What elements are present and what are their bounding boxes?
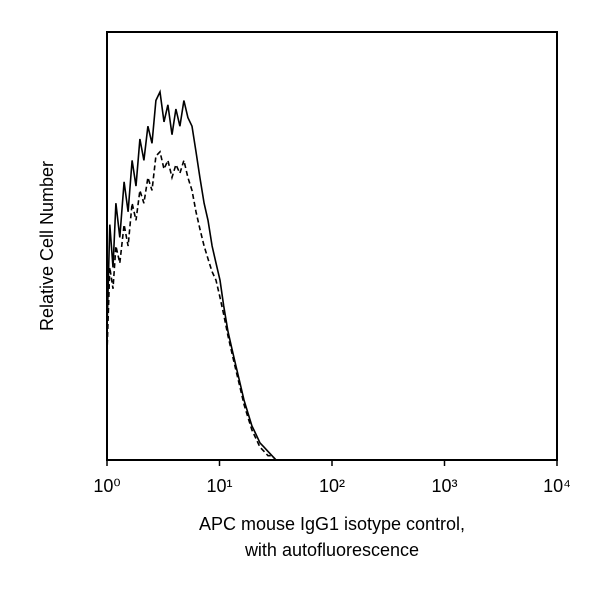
x-tick-label: 10¹ (206, 476, 232, 496)
histogram-line (106, 150, 277, 461)
x-axis-label: with autofluorescence (244, 540, 419, 560)
x-tick-label: 10² (319, 476, 345, 496)
x-tick-label: 10⁰ (93, 476, 120, 496)
histogram-line (106, 89, 277, 461)
x-tick-label: 10³ (431, 476, 457, 496)
x-tick-label: 10⁴ (543, 476, 571, 496)
y-axis-label: Relative Cell Number (37, 161, 57, 331)
plot-frame (106, 31, 558, 461)
x-axis-label: APC mouse IgG1 isotype control, (199, 514, 465, 534)
